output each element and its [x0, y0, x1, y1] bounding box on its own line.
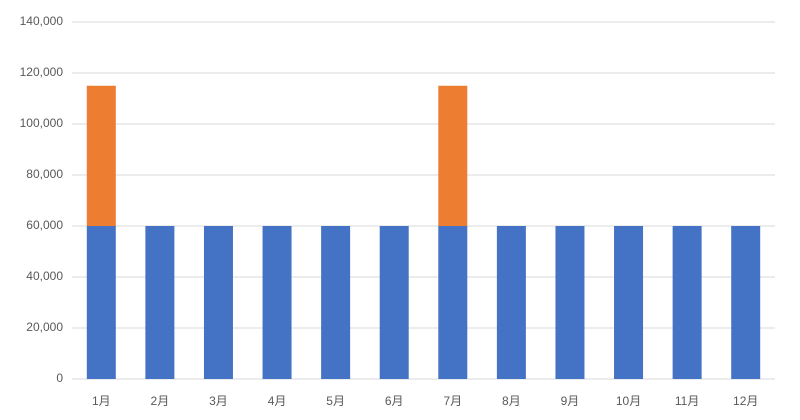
x-tick-label: 6月: [385, 394, 404, 408]
y-tick-label: 20,000: [26, 320, 63, 334]
x-tick-label: 2月: [151, 394, 170, 408]
bar-segment: [731, 226, 761, 379]
x-tick-label: 3月: [209, 394, 228, 408]
bar-segment: [672, 226, 702, 379]
x-tick-label: 4月: [268, 394, 287, 408]
bar-segment: [438, 226, 468, 379]
x-tick-label: 7月: [443, 394, 462, 408]
y-tick-label: 40,000: [26, 269, 63, 283]
x-tick-label: 8月: [502, 394, 521, 408]
x-tick-label: 11月: [675, 394, 699, 408]
x-tick-label: 12月: [733, 394, 758, 408]
y-tick-label: 80,000: [26, 167, 63, 181]
y-tick-label: 0: [56, 371, 63, 385]
bar-segment: [262, 226, 292, 379]
bar-segment: [438, 85, 468, 226]
bar-segment: [614, 226, 644, 379]
y-tick-label: 100,000: [20, 116, 64, 130]
bar-segment: [555, 226, 585, 379]
y-tick-label: 140,000: [20, 14, 64, 28]
y-tick-label: 60,000: [26, 218, 63, 232]
bar-segment: [145, 226, 175, 379]
bar-segment: [86, 85, 116, 226]
bar-segment: [379, 226, 409, 379]
bar-segment: [86, 226, 116, 379]
x-tick-label: 1月: [92, 394, 111, 408]
x-tick-label: 9月: [561, 394, 580, 408]
bar-segment: [203, 226, 233, 379]
x-tick-label: 5月: [326, 394, 345, 408]
x-tick-label: 10月: [616, 394, 641, 408]
y-tick-label: 120,000: [20, 65, 64, 79]
bar-segment: [496, 226, 526, 379]
bar-segment: [321, 226, 351, 379]
